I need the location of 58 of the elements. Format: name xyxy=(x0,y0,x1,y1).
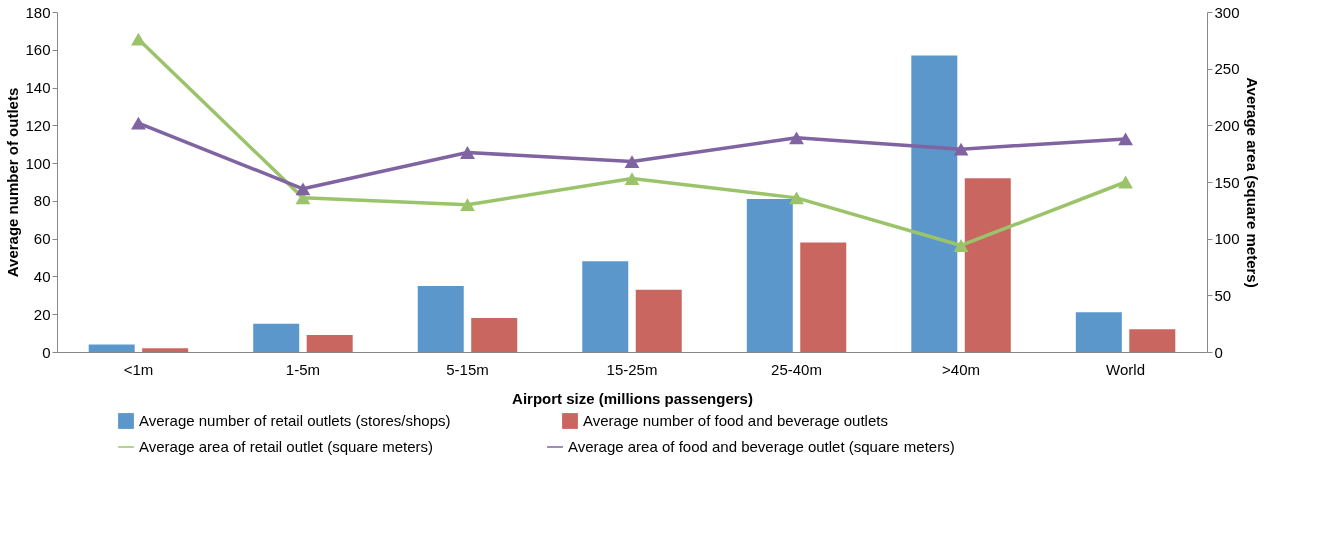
legend-label: Average number of food and beverage outlets xyxy=(583,412,888,429)
y-tick-label: 160 xyxy=(25,41,51,59)
legend-label: Average area of retail outlet (square meters) xyxy=(139,438,434,455)
x-tick-label: 5-15m xyxy=(446,360,489,378)
y-tick-label: 180 xyxy=(25,3,51,21)
x-tick-label: 1-5m xyxy=(285,360,321,378)
bar xyxy=(964,178,1011,352)
legend-label: Average number of retail outlets (stores/shops) xyxy=(139,412,451,429)
y-tick-label: 100 xyxy=(25,154,51,172)
x-tick-label: World xyxy=(1106,360,1146,378)
legend-label: Average area of food and beverage outlet (square meters) xyxy=(568,438,955,455)
y2-tick-label: 100 xyxy=(1214,230,1240,248)
point xyxy=(953,239,969,252)
x-tick-label: >40m xyxy=(942,360,981,378)
bar xyxy=(253,323,300,352)
bar xyxy=(746,199,793,352)
bar xyxy=(911,55,958,352)
point xyxy=(460,146,475,159)
bar xyxy=(1129,329,1176,352)
point xyxy=(624,155,640,169)
y2-tick-label: 200 xyxy=(1214,116,1240,134)
x-tick-label: <1m xyxy=(123,360,154,378)
x-tick-label: 15-25m xyxy=(606,360,658,378)
point xyxy=(789,191,804,205)
bar xyxy=(471,318,518,352)
y-tick-label: 0 xyxy=(42,343,51,361)
bar xyxy=(88,344,135,352)
point xyxy=(953,142,969,156)
y2-tick-label: 50 xyxy=(1214,286,1232,304)
point xyxy=(131,116,146,130)
y-axis-title: Average number of outlets xyxy=(4,87,22,278)
point xyxy=(1118,175,1133,189)
y2-tick-label: 300 xyxy=(1214,3,1240,21)
point xyxy=(460,198,475,212)
x-axis-title: Airport size (millions passengers) xyxy=(512,389,753,407)
point xyxy=(131,32,146,46)
bar xyxy=(582,261,629,352)
y2-tick-label: 0 xyxy=(1214,343,1223,361)
y-tick-label: 80 xyxy=(33,192,51,210)
bar xyxy=(306,335,353,352)
bar xyxy=(142,348,189,352)
bar xyxy=(1075,312,1122,352)
x-tick-label: 25-40m xyxy=(771,360,822,378)
y-tick-label: 140 xyxy=(25,79,51,97)
y2-tick-label: 150 xyxy=(1214,173,1240,191)
y-tick-label: 40 xyxy=(33,267,51,285)
y2-tick-label: 250 xyxy=(1214,60,1240,78)
y-tick-label: 60 xyxy=(33,230,51,248)
y-tick-label: 120 xyxy=(25,116,51,134)
y2-axis-title: Average area (square meters) xyxy=(1243,77,1261,288)
point xyxy=(295,182,311,196)
bar xyxy=(635,289,682,352)
point xyxy=(789,131,804,145)
y-tick-label: 20 xyxy=(33,305,51,323)
point xyxy=(624,172,640,186)
point xyxy=(1118,132,1133,146)
bar xyxy=(800,242,847,352)
bar xyxy=(417,285,464,352)
